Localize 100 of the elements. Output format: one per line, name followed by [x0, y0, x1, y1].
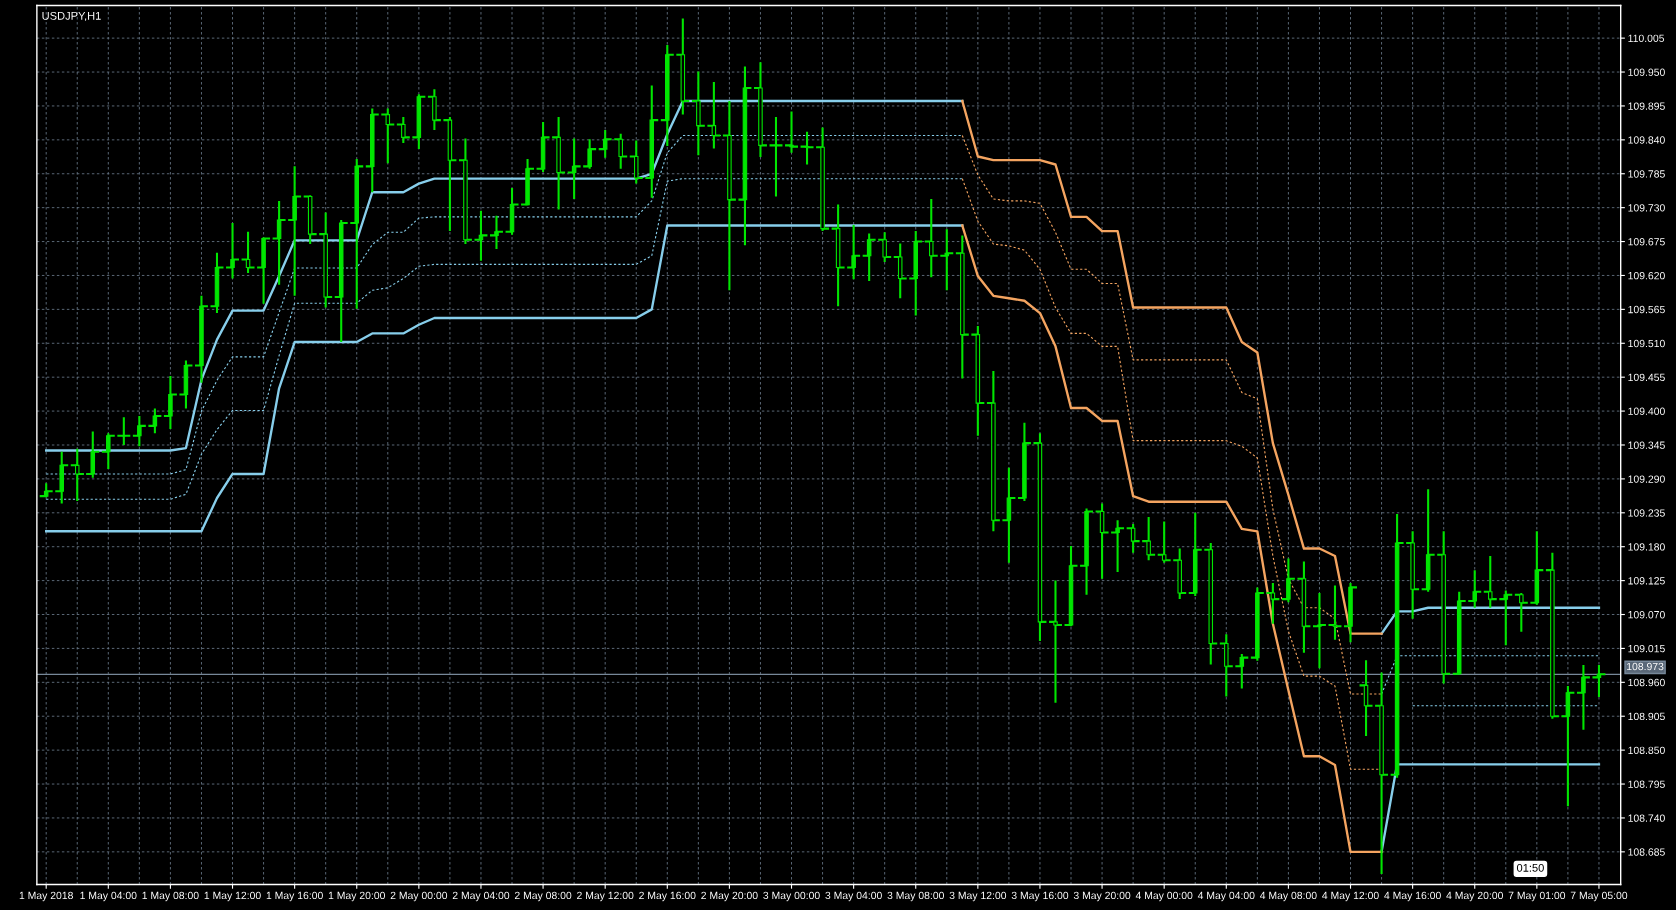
candlestick: [148, 407, 162, 435]
candlestick: [738, 65, 752, 247]
candlestick: [1312, 591, 1326, 670]
candlestick: [552, 116, 566, 211]
x-tick-label: 1 May 08:00: [142, 891, 199, 902]
line-series: [961, 99, 1383, 635]
candlestick: [210, 251, 224, 315]
y-tick-label: 108.905: [1628, 712, 1665, 721]
x-tick-label: 2 May 20:00: [701, 891, 758, 902]
y-tick-label: 109.400: [1628, 407, 1665, 415]
candlestick: [893, 242, 907, 300]
y-tick-label: 109.235: [1628, 509, 1665, 517]
candlestick: [1266, 582, 1280, 625]
candlestick: [1204, 541, 1218, 666]
y-tick-label: 109.785: [1628, 170, 1665, 178]
y-tick-label: 108.740: [1628, 814, 1665, 822]
x-tick-label: 3 May 04:00: [825, 891, 882, 902]
candlestick: [117, 416, 131, 447]
y-tick-label: 109.950: [1628, 68, 1665, 76]
candlestick: [39, 482, 53, 498]
y-tick-label: 109.565: [1628, 305, 1665, 314]
y-tick-label: 108.850: [1628, 746, 1665, 755]
candlestick: [1219, 633, 1233, 698]
candlestick: [1002, 466, 1016, 564]
x-tick-label: 1 May 04:00: [80, 891, 137, 902]
candlestick: [1514, 591, 1528, 633]
candlestick: [753, 61, 767, 159]
candlestick: [722, 99, 736, 292]
candlestick: [257, 236, 271, 305]
candlestick: [785, 110, 798, 154]
candlestick: [800, 130, 814, 166]
candlestick: [1173, 547, 1187, 601]
x-tick-label: 4 May 00:00: [1135, 891, 1193, 902]
candlestick: [55, 450, 69, 505]
candlestick: [334, 218, 348, 344]
x-tick-label: 3 May 20:00: [1073, 891, 1131, 902]
y-tick-label: 109.455: [1628, 373, 1665, 382]
candlestick: [955, 234, 969, 380]
candlestick: [490, 214, 503, 250]
candlestick: [986, 369, 1000, 533]
candlestick: [1142, 516, 1156, 562]
candlestick: [1126, 522, 1140, 554]
candlestick: [443, 116, 457, 233]
candlestick: [1530, 530, 1544, 606]
y-tick-label: 109.290: [1628, 475, 1665, 483]
x-tick-label: 4 May 12:00: [1322, 891, 1379, 902]
y-tick-label: 108.960: [1628, 678, 1665, 687]
x-tick-label: 4 May 08:00: [1259, 891, 1317, 902]
candlestick: [1235, 652, 1249, 690]
x-tick-label: 4 May 04:00: [1197, 891, 1255, 902]
candlestick: [831, 203, 845, 308]
candlestick: [303, 194, 317, 246]
candlestick: [1111, 519, 1125, 574]
candlestick: [1017, 421, 1031, 503]
candlestick: [458, 137, 472, 246]
candlestick: [1375, 671, 1389, 876]
x-tick-label: 3 May 16:00: [1011, 891, 1069, 902]
y-tick-label: 109.125: [1628, 577, 1665, 585]
x-tick-label: 4 May 16:00: [1384, 891, 1441, 902]
y-tick-label: 109.015: [1628, 644, 1665, 653]
candlestick: [163, 374, 177, 430]
y-tick-label: 109.895: [1628, 102, 1665, 110]
y-tick-label: 109.840: [1628, 136, 1665, 144]
candlestick: [350, 157, 364, 310]
candlestick: [319, 211, 333, 309]
candlestick: [878, 231, 892, 263]
x-tick-label: 2 May 00:00: [390, 891, 448, 902]
candlestick: [1344, 582, 1357, 644]
line-series: [961, 224, 1383, 854]
candlestick: [1468, 569, 1482, 609]
candlestick: [1359, 659, 1373, 737]
x-tick-label: 1 May 12:00: [204, 891, 261, 902]
candlestick: [1421, 488, 1435, 593]
candlestick: [1157, 520, 1171, 564]
candlestick: [847, 223, 861, 281]
y-tick-label: 109.070: [1628, 611, 1665, 619]
candlestick: [1281, 557, 1295, 604]
x-tick-label: 4 May 20:00: [1446, 891, 1503, 902]
candlestick: [598, 128, 612, 159]
candlestick: [707, 80, 721, 150]
x-tick-label: 2 May 12:00: [577, 891, 634, 902]
candlestick: [1592, 664, 1606, 699]
y-tick-label: 109.180: [1628, 543, 1665, 551]
x-tick-label: 3 May 12:00: [949, 891, 1007, 902]
candlestick: [1095, 502, 1109, 580]
x-tick-label: 3 May 08:00: [887, 891, 944, 902]
y-tick-label: 109.345: [1628, 441, 1665, 449]
candlestick: [288, 165, 302, 297]
candlestick: [272, 199, 286, 286]
y-tick-label: 108.685: [1628, 848, 1665, 856]
candlestick: [971, 324, 985, 437]
y-tick-label: 110.005: [1628, 34, 1665, 43]
candlestick: [816, 126, 830, 233]
candlestick: [629, 139, 643, 185]
candlestick: [660, 43, 674, 148]
x-tick-label: 2 May 16:00: [639, 891, 696, 902]
candlestick: [1499, 589, 1513, 647]
candlestick: [614, 132, 628, 170]
annotation: 01:50: [1516, 863, 1544, 872]
y-tick-label: 109.510: [1628, 339, 1665, 348]
